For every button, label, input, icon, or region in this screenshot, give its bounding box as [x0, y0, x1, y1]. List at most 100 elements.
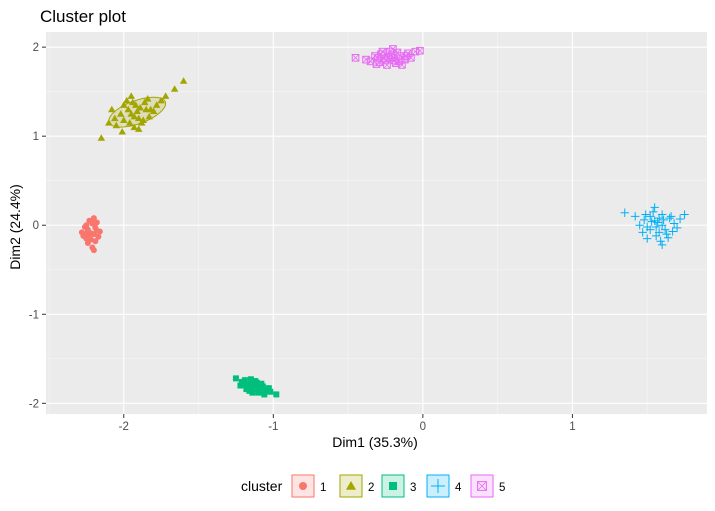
point-shape — [398, 61, 406, 69]
point-shape — [654, 213, 664, 223]
point-shape — [378, 48, 387, 56]
point-shape — [346, 481, 356, 490]
point-shape — [250, 380, 257, 387]
cluster-2-point — [118, 127, 127, 135]
cluster-2-point — [170, 85, 179, 92]
point-shape — [663, 233, 673, 242]
y-tick-label: 0 — [33, 220, 39, 232]
point-shape — [389, 482, 397, 490]
point-shape — [668, 227, 677, 236]
point-shape — [477, 481, 487, 491]
cluster-4-point — [650, 203, 659, 212]
cluster-3-point — [232, 375, 239, 382]
point-shape — [662, 229, 671, 239]
cluster-4-point — [680, 210, 689, 219]
point-shape — [642, 234, 652, 243]
point-shape — [250, 385, 257, 392]
point-shape — [128, 98, 137, 106]
cluster-4-point — [648, 207, 658, 217]
point-shape — [299, 482, 307, 490]
cluster-3-point — [261, 391, 268, 398]
cluster-4-point — [660, 225, 670, 234]
y-tick-label: -1 — [29, 309, 39, 321]
cluster-2-point — [161, 92, 170, 99]
point-shape — [152, 101, 161, 108]
point-shape — [669, 219, 679, 228]
point-shape — [402, 52, 410, 60]
cluster-2-point — [128, 98, 137, 106]
point-shape — [660, 225, 670, 234]
cluster-2-point — [145, 112, 153, 120]
cluster-1-point — [86, 217, 93, 224]
cluster-2-point — [130, 123, 138, 131]
point-shape — [237, 382, 244, 389]
point-shape — [416, 47, 424, 55]
legend-item-5: 5 — [470, 474, 505, 498]
point-shape — [179, 77, 188, 84]
point-shape — [383, 61, 391, 69]
point-shape — [645, 225, 655, 234]
cluster-1-point — [90, 215, 97, 222]
point-shape — [653, 218, 662, 227]
point-shape — [261, 391, 268, 398]
cluster-2-point — [111, 114, 119, 122]
cluster-1-point — [87, 236, 94, 243]
point-shape — [145, 112, 153, 120]
cluster-4-point — [665, 213, 674, 223]
cluster-4-point — [653, 218, 662, 227]
cluster-3-point — [238, 378, 245, 385]
point-shape — [398, 61, 406, 69]
point-shape — [238, 378, 245, 385]
point-shape — [267, 388, 274, 395]
legend-key-marker — [477, 481, 487, 491]
point-shape — [647, 217, 656, 226]
legend-item-3: 3 — [381, 474, 416, 498]
point-shape — [657, 240, 667, 250]
point-shape — [157, 96, 165, 104]
cluster-3-point — [244, 381, 251, 388]
point-shape — [639, 215, 649, 225]
point-shape — [371, 52, 379, 60]
point-shape — [125, 119, 134, 126]
point-shape — [118, 127, 127, 135]
cluster-5-point — [362, 55, 370, 64]
point-shape — [390, 56, 399, 65]
cluster-2-point — [117, 110, 125, 117]
point-shape — [90, 215, 97, 222]
x-axis-title: Dim1 (35.3%) — [332, 434, 418, 450]
point-shape — [95, 233, 102, 240]
chart-title: Cluster plot — [40, 7, 126, 26]
point-shape — [656, 237, 665, 246]
cluster-2 — [97, 77, 188, 141]
legend-key-marker — [299, 482, 307, 490]
cluster-4-point — [669, 219, 679, 228]
y-axis-title: Dim2 (24.4%) — [7, 184, 23, 270]
cluster-1-point — [84, 228, 91, 235]
cluster-2-point — [127, 92, 135, 99]
cluster-2-point — [136, 103, 144, 111]
point-shape — [255, 384, 262, 391]
point-shape — [83, 222, 90, 229]
point-shape — [389, 45, 397, 53]
cluster-4-point — [642, 234, 652, 243]
point-shape — [372, 60, 381, 68]
point-shape — [232, 375, 239, 382]
x-tick-label: 0 — [420, 421, 426, 433]
cluster-2-point — [130, 112, 138, 120]
cluster-3-point — [250, 385, 257, 392]
legend-item-1: 1 — [291, 474, 326, 498]
plot-panel — [46, 32, 707, 414]
point-shape — [96, 228, 103, 235]
cluster-2-point — [134, 125, 143, 132]
cluster-2-point — [120, 116, 128, 123]
cluster-4 — [620, 203, 689, 250]
legend-label: 2 — [368, 482, 374, 494]
cluster-4-point — [645, 212, 655, 221]
point-shape — [651, 231, 661, 241]
legend-label: 5 — [499, 482, 505, 494]
point-shape — [149, 107, 158, 115]
cluster-5-point — [402, 52, 411, 60]
cluster-2-point — [139, 116, 147, 123]
point-shape — [265, 385, 272, 392]
